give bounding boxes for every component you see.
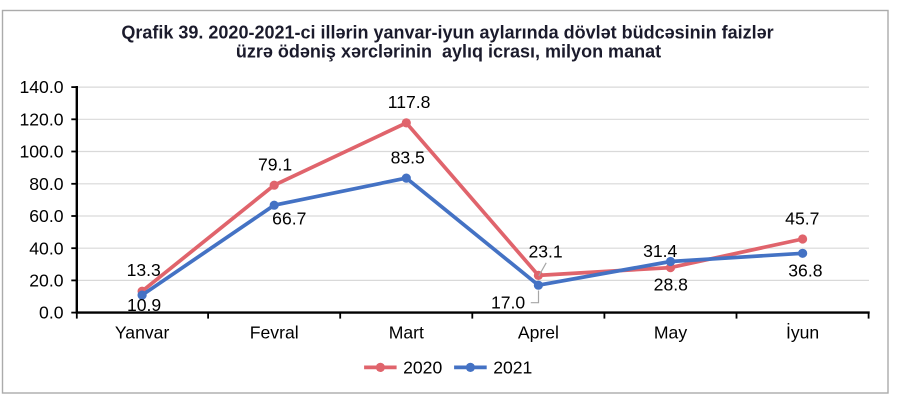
svg-text:83.5: 83.5 <box>391 147 425 167</box>
svg-text:0.0: 0.0 <box>39 303 64 323</box>
svg-text:2021: 2021 <box>493 358 532 378</box>
svg-text:80.0: 80.0 <box>29 174 63 194</box>
svg-text:40.0: 40.0 <box>29 238 63 258</box>
svg-text:Yanvar: Yanvar <box>115 323 170 343</box>
svg-text:36.8: 36.8 <box>788 261 822 281</box>
svg-text:31.4: 31.4 <box>643 241 677 261</box>
svg-text:17.0: 17.0 <box>491 292 525 312</box>
svg-text:66.7: 66.7 <box>272 209 306 229</box>
svg-text:Aprel: Aprel <box>518 323 559 343</box>
svg-text:May: May <box>654 323 687 343</box>
svg-text:45.7: 45.7 <box>785 208 819 228</box>
svg-text:2020: 2020 <box>403 358 442 378</box>
svg-text:140.0: 140.0 <box>19 77 63 97</box>
svg-text:60.0: 60.0 <box>29 206 63 226</box>
svg-text:79.1: 79.1 <box>258 154 292 174</box>
svg-text:13.3: 13.3 <box>127 260 161 280</box>
svg-text:10.9: 10.9 <box>127 295 161 315</box>
svg-text:üzrə ödəniş xərclərinin aylıq: üzrə ödəniş xərclərinin aylıq icrası, mi… <box>236 42 661 62</box>
svg-text:100.0: 100.0 <box>19 142 63 162</box>
svg-text:Qrafik 39. 2020-2021-ci illəri: Qrafik 39. 2020-2021-ci illərin yanvar-i… <box>121 22 773 42</box>
svg-text:20.0: 20.0 <box>29 271 63 291</box>
svg-text:28.8: 28.8 <box>654 275 688 295</box>
svg-text:Mart: Mart <box>389 323 424 343</box>
svg-text:İyun: İyun <box>786 323 819 343</box>
svg-text:23.1: 23.1 <box>528 241 562 261</box>
svg-text:Fevral: Fevral <box>250 323 299 343</box>
svg-text:120.0: 120.0 <box>19 109 63 129</box>
svg-text:117.8: 117.8 <box>388 92 431 112</box>
